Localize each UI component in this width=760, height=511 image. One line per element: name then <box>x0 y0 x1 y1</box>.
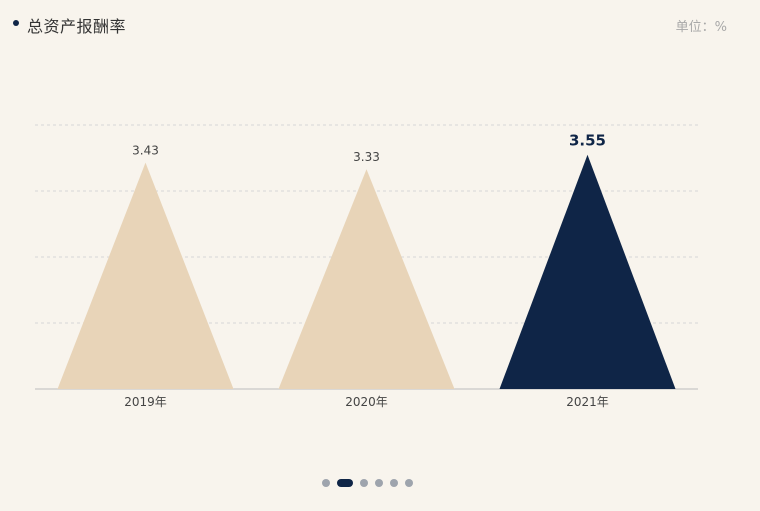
bar-triangle <box>499 154 676 389</box>
chart-title: 总资产报酬率 <box>27 17 127 36</box>
pager-dot[interactable] <box>322 479 330 487</box>
data-label: 3.43 <box>132 144 159 158</box>
bar-triangle <box>57 162 234 389</box>
data-label: 3.55 <box>569 132 606 150</box>
pager-dot[interactable] <box>337 479 353 487</box>
carousel-pager <box>0 478 760 488</box>
pager-dot[interactable] <box>375 479 383 487</box>
data-label: 3.33 <box>353 150 380 164</box>
pager-dot[interactable] <box>405 479 413 487</box>
pager-dot[interactable] <box>390 479 398 487</box>
chart-header: 总资产报酬率 单位：% <box>0 0 760 50</box>
x-tick-label: 2021年 <box>566 395 609 409</box>
unit-label: 单位：% <box>675 20 727 35</box>
title-bullet-icon <box>13 20 19 26</box>
triangle-bar-chart: 3.43 2019年 3.33 2020年 3.55 2021年 <box>35 124 698 409</box>
x-tick-label: 2020年 <box>345 395 388 409</box>
bar-triangle <box>278 169 455 389</box>
pager-dot[interactable] <box>360 479 368 487</box>
x-tick-label: 2019年 <box>124 395 167 409</box>
